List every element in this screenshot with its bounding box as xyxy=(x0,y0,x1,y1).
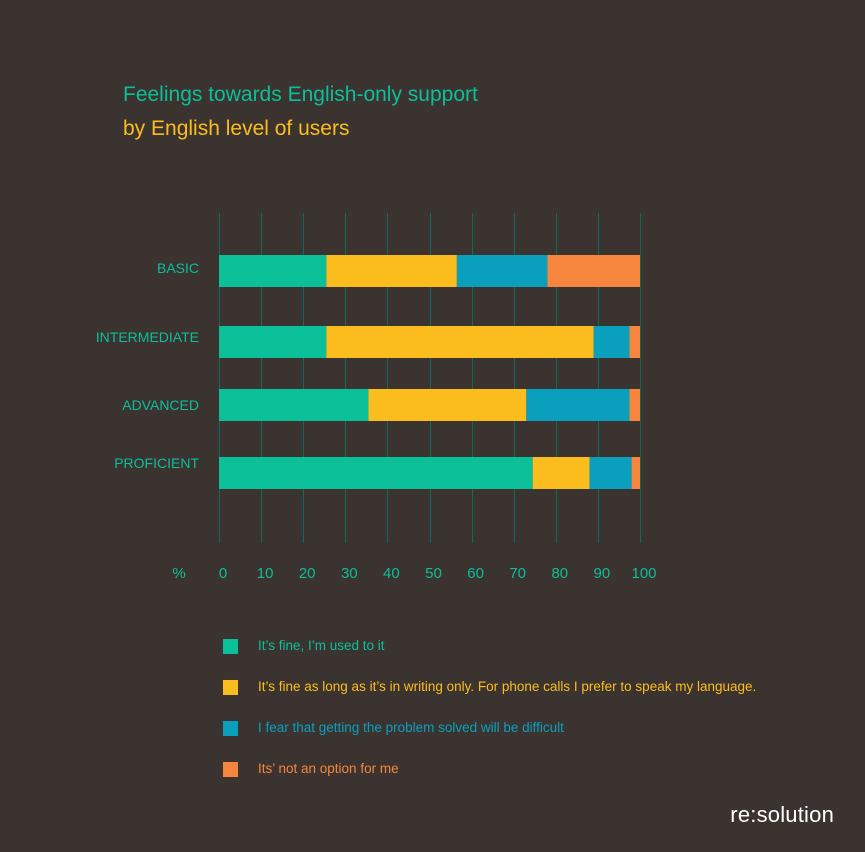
legend-swatch xyxy=(223,762,238,777)
category-label: INTERMEDIATE xyxy=(96,329,199,345)
x-tick-label: 0 xyxy=(219,565,227,582)
bar-segment xyxy=(547,255,640,287)
legend-label: It’s fine as long as it’s in writing onl… xyxy=(258,679,757,694)
bar-segment xyxy=(326,326,594,358)
bar-segment xyxy=(219,457,533,489)
bar-segment xyxy=(631,457,640,489)
bar-segment xyxy=(526,389,630,421)
bar-segment xyxy=(532,457,590,489)
category-label: BASIC xyxy=(157,260,199,276)
category-label: PROFICIENT xyxy=(114,455,199,471)
bar-segment xyxy=(326,255,457,287)
bar-segment xyxy=(589,457,632,489)
legend-label: Its’ not an option for me xyxy=(258,761,399,776)
category-label: ADVANCED xyxy=(122,397,199,413)
legend-swatch xyxy=(223,680,238,695)
x-tick-label: 50 xyxy=(425,565,442,582)
x-tick-label: 40 xyxy=(383,565,400,582)
x-tick-label: 20 xyxy=(299,565,316,582)
legend-swatch xyxy=(223,639,238,654)
bar-segment xyxy=(456,255,548,287)
bar-segment xyxy=(593,326,630,358)
bar-segment xyxy=(368,389,527,421)
bar-segment xyxy=(629,326,640,358)
chart-title: Feelings towards English-only support xyxy=(123,83,478,106)
x-tick-label: 60 xyxy=(467,565,484,582)
x-axis-label: % xyxy=(172,565,185,582)
x-tick-label: 30 xyxy=(341,565,358,582)
bar-segment xyxy=(219,326,327,358)
bar-segment xyxy=(219,389,369,421)
legend-label: I fear that getting the problem solved w… xyxy=(258,720,564,735)
bar-segment xyxy=(629,389,640,421)
legend-swatch xyxy=(223,721,238,736)
x-tick-label: 100 xyxy=(631,565,656,582)
chart-title-block: Feelings towards English-only support by… xyxy=(123,78,478,146)
bar-segment xyxy=(219,255,327,287)
brand-logo: re:solution xyxy=(730,802,834,827)
chart-subtitle: by English level of users xyxy=(123,117,350,140)
x-tick-label: 90 xyxy=(594,565,611,582)
x-tick-label: 10 xyxy=(257,565,274,582)
x-tick-label: 70 xyxy=(509,565,526,582)
legend-label: It’s fine, I’m used to it xyxy=(258,638,385,653)
x-tick-label: 80 xyxy=(551,565,568,582)
